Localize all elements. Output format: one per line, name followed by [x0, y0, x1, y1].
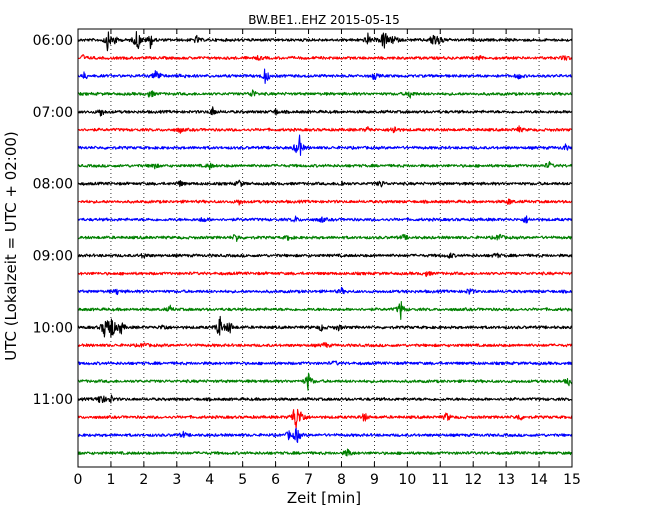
x-tick-label: 9 — [370, 472, 379, 488]
seismic-traces — [77, 30, 573, 457]
trace-0900 — [77, 252, 573, 259]
x-tick-label: 15 — [563, 472, 581, 488]
x-tick-label: 14 — [530, 472, 548, 488]
x-tick-label: 0 — [74, 472, 83, 488]
trace-0815 — [77, 198, 573, 206]
x-tick-label: 3 — [172, 472, 181, 488]
plot-frame — [77, 28, 573, 468]
x-tick-label: 8 — [337, 472, 346, 488]
y-tick-label: 10:00 — [33, 320, 73, 336]
trace-0945 — [77, 300, 573, 320]
trace-0800 — [77, 179, 573, 188]
x-tick-label: 1 — [106, 472, 115, 488]
trace-0700 — [77, 106, 573, 117]
trace-0630 — [77, 68, 573, 84]
x-tick-label: 13 — [497, 472, 515, 488]
y-tick-label: 08:00 — [33, 177, 73, 193]
trace-0715 — [77, 125, 573, 134]
x-tick-label: 4 — [205, 472, 214, 488]
trace-0600 — [77, 30, 573, 52]
y-axis-ticks: 06:00 07:00 08:00 09:00 10:00 11:00 — [33, 33, 83, 408]
trace-0915 — [77, 270, 573, 278]
trace-0645 — [77, 89, 573, 99]
x-tick-label: 2 — [139, 472, 148, 488]
y-tick-label: 11:00 — [33, 392, 73, 408]
trace-0745 — [77, 161, 573, 171]
x-tick-label: 12 — [464, 472, 482, 488]
x-axis-ticks: 0 1 2 3 4 5 6 7 8 9 10 11 12 13 14 15 — [74, 29, 581, 488]
chart-title: BW.BE1..EHZ 2015-05-15 — [248, 13, 400, 27]
trace-0615 — [77, 54, 573, 61]
trace-0845 — [77, 233, 573, 243]
trace-1000 — [77, 315, 573, 338]
x-tick-label: 10 — [398, 472, 416, 488]
x-tick-label: 5 — [238, 472, 247, 488]
x-tick-label: 7 — [304, 472, 313, 488]
trace-1115 — [77, 408, 573, 430]
y-tick-label: 06:00 — [33, 33, 73, 49]
x-tick-label: 6 — [271, 472, 280, 488]
x-tick-label: 11 — [431, 472, 449, 488]
trace-0830 — [77, 215, 573, 224]
trace-1030 — [77, 360, 573, 366]
y-axis-title: UTC (Lokalzeit = UTC + 02:00) — [2, 131, 20, 361]
trace-0930 — [77, 286, 573, 296]
trace-1130 — [77, 427, 573, 443]
y-tick-label: 09:00 — [33, 249, 73, 265]
trace-1015 — [77, 341, 573, 349]
trace-1045 — [77, 372, 573, 391]
trace-1145 — [77, 448, 573, 457]
trace-0730 — [77, 134, 573, 156]
trace-1100 — [77, 394, 573, 404]
x-axis-title: Zeit [min] — [287, 489, 361, 507]
y-tick-label: 07:00 — [33, 105, 73, 121]
